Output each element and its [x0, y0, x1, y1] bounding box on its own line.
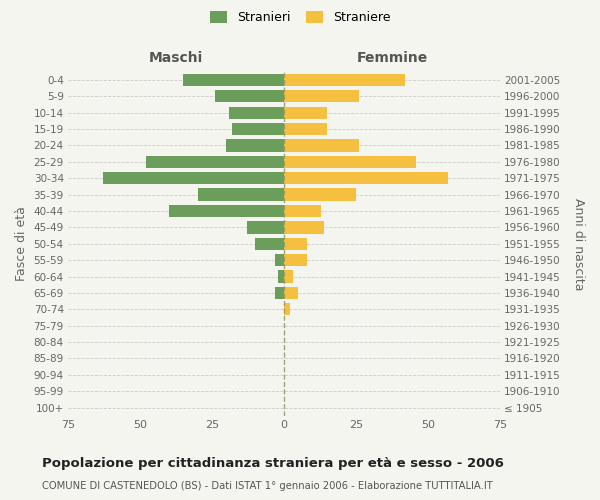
Bar: [169, 205, 284, 217]
Bar: [247, 221, 284, 234]
Bar: [197, 188, 284, 200]
Text: COMUNE DI CASTENEDOLO (BS) - Dati ISTAT 1° gennaio 2006 - Elaborazione TUTTITALI: COMUNE DI CASTENEDOLO (BS) - Dati ISTAT …: [42, 481, 493, 491]
Bar: [284, 238, 307, 250]
Bar: [284, 287, 298, 299]
Bar: [278, 270, 284, 282]
Bar: [284, 90, 359, 102]
Bar: [284, 172, 448, 184]
Bar: [215, 90, 284, 102]
Bar: [226, 140, 284, 151]
Bar: [284, 123, 327, 135]
Bar: [284, 221, 324, 234]
Bar: [275, 287, 284, 299]
Bar: [284, 270, 293, 282]
Bar: [284, 140, 359, 151]
Bar: [275, 254, 284, 266]
Bar: [284, 254, 307, 266]
Y-axis label: Anni di nascita: Anni di nascita: [572, 198, 585, 290]
Y-axis label: Fasce di età: Fasce di età: [15, 206, 28, 281]
Bar: [146, 156, 284, 168]
Bar: [103, 172, 284, 184]
Bar: [232, 123, 284, 135]
Bar: [284, 205, 322, 217]
Text: Femmine: Femmine: [356, 51, 428, 65]
Bar: [284, 303, 290, 316]
Legend: Stranieri, Straniere: Stranieri, Straniere: [205, 6, 395, 29]
Bar: [183, 74, 284, 86]
Text: Maschi: Maschi: [149, 51, 203, 65]
Bar: [284, 156, 416, 168]
Bar: [284, 188, 356, 200]
Text: Popolazione per cittadinanza straniera per età e sesso - 2006: Popolazione per cittadinanza straniera p…: [42, 458, 504, 470]
Bar: [284, 74, 405, 86]
Bar: [229, 106, 284, 119]
Bar: [284, 106, 327, 119]
Bar: [255, 238, 284, 250]
